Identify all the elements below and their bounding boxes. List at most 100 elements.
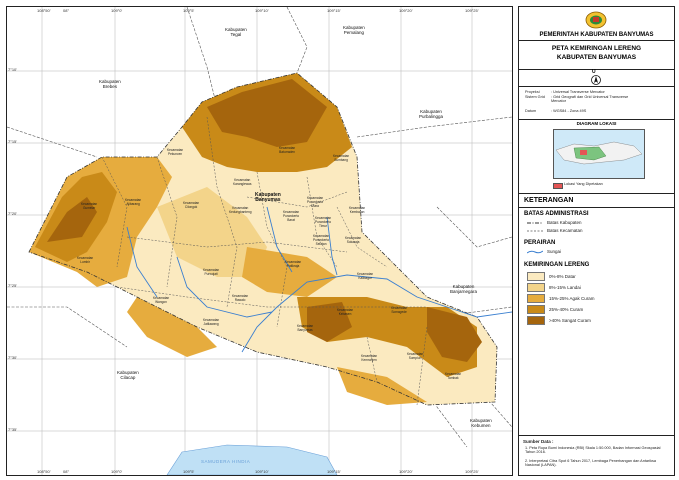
legend-slope-class: 0%-8% Datar xyxy=(527,272,576,281)
kecamatan-label: Kecamatan Kembaran xyxy=(349,206,366,214)
tick-top: 109°15' xyxy=(327,8,341,13)
legend-label: Batas Kabupaten xyxy=(547,220,582,225)
tick-bottom: 109°10' xyxy=(255,469,269,474)
tick-bottom: 08° xyxy=(63,469,70,474)
proj-key: Sistem Grid xyxy=(525,95,545,99)
tick-bottom: 109°15' xyxy=(327,469,341,474)
legend-slope-class: 25%-40% Curam xyxy=(527,305,583,314)
north-block: U xyxy=(519,69,674,87)
proj-value: : WGS84 - Zona 49S xyxy=(551,109,587,113)
kecamatan-label: Kecamatan Gumelar xyxy=(81,202,98,210)
kecamatan-label: Kecamatan Sumpiuh xyxy=(407,352,424,360)
tick-top: 08° xyxy=(63,8,70,13)
map-frame[interactable]: 108°50' 08° 109°0' 109°5' 109°10' 109°15… xyxy=(6,6,513,476)
kecamatan-label: Kecamatan Purwokerto Timur xyxy=(315,216,332,228)
dashed-line-icon xyxy=(527,230,543,231)
legend-panel: PEMERINTAH KABUPATEN BANYUMAS PETA KEMIR… xyxy=(518,6,675,476)
tick-bottom: 109°25' xyxy=(465,469,479,474)
regency-boundary xyxy=(28,72,498,406)
regency-label: Kabupaten Banyumas xyxy=(255,192,281,203)
tick-top: 109°10' xyxy=(255,8,269,13)
dash-dot-line-icon xyxy=(527,222,543,223)
source-item: 1. Peta Rupa Bumi Indonesia (RBI) Skala … xyxy=(525,446,661,454)
proj-key: Datum xyxy=(525,109,537,113)
sea-label: SAMUDERA HINDIA xyxy=(201,459,251,464)
kecamatan-label: Kecamatan Kalibagor xyxy=(357,272,374,280)
tick-left: 7°30' xyxy=(8,355,18,360)
kecamatan-label: Kecamatan Tambak xyxy=(445,372,462,380)
neighbor-label-cilacap: Kabupaten Cilacap xyxy=(117,370,139,380)
legend-sungai: Sungai xyxy=(527,249,561,254)
kecamatan-boundaries xyxy=(101,116,428,406)
legend-block: KETERANGAN BATAS ADMINISTRASI Batas Kabu… xyxy=(519,193,674,443)
proj-value: : Universal Transverse Mercator xyxy=(551,90,605,94)
slope-swatch xyxy=(527,305,545,314)
legend-label: 15%-25% Agak Curam xyxy=(549,296,595,301)
kecamatan-label: Kecamatan Karanglewas xyxy=(233,178,252,186)
legend-batas-kabupaten: Batas Kabupaten xyxy=(527,220,582,225)
kecamatan-label: Kecamatan Jatilawang xyxy=(203,318,220,326)
tick-top: 109°25' xyxy=(465,8,479,13)
tick-left: 7°10' xyxy=(8,67,18,72)
batas-heading: BATAS ADMINISTRASI xyxy=(524,211,589,217)
kecamatan-label: Kecamatan Kedungbanteng xyxy=(229,206,252,214)
source-item: 2. Interpretasi Citra Spot 6 Tahun 2017,… xyxy=(525,459,657,467)
legend-slope-class: 15%-25% Agak Curam xyxy=(527,294,595,303)
slope-swatch xyxy=(527,283,545,292)
kecamatan-label: Kecamatan Kemranjen xyxy=(361,354,378,362)
tick-bottom: 109°0' xyxy=(111,469,123,474)
legend-batas-kecamatan: Batas Kecamatan xyxy=(527,228,583,233)
kecamatan-label: Kecamatan Wangon xyxy=(153,296,170,304)
tick-bottom: 109°5' xyxy=(183,469,195,474)
tick-top: 109°5' xyxy=(183,8,195,13)
kecamatan-label: Kecamatan Kebasen xyxy=(337,308,354,316)
perairan-heading: PERAIRAN xyxy=(524,240,556,246)
tick-top: 109°0' xyxy=(111,8,123,13)
title-block: PEMERINTAH KABUPATEN BANYUMAS PETA KEMIR… xyxy=(519,7,674,70)
kecamatan-label: Kecamatan Sumbang xyxy=(333,154,350,162)
kecamatan-label: Kecamatan Lumbir xyxy=(77,256,94,264)
map-title-2: KABUPATEN BANYUMAS xyxy=(556,54,637,61)
inset-title: DIAGRAM LOKASI xyxy=(576,121,617,126)
proj-key: Proyeksi xyxy=(525,90,540,94)
map-title-1: PETA KEMIRINGAN LERENG xyxy=(551,45,642,52)
kecamatan-label: Kecamatan Purwokerto Selatan xyxy=(313,234,330,246)
inset-legend-label: Lokasi Yang Dipetakan xyxy=(564,182,603,186)
lereng-heading: KEMIRINGAN LERENG xyxy=(524,262,590,268)
sea-area xyxy=(166,444,338,475)
tick-left: 7°20' xyxy=(8,211,18,216)
tick-bottom: 108°50' xyxy=(37,469,51,474)
tick-top: 109°20' xyxy=(399,8,413,13)
regency-emblem-icon xyxy=(585,11,607,29)
kecamatan-label: Kecamatan Ajibarang xyxy=(125,198,142,206)
tick-left: 7°35' xyxy=(8,427,18,432)
slope-map xyxy=(7,7,512,475)
tick-left: 7°25' xyxy=(8,283,18,288)
kecamatan-label: Kecamatan Sokaraja xyxy=(345,236,362,244)
neighbor-label-kebumen: Kabupaten Kebumen xyxy=(470,418,492,428)
legend-slope-class: >40% Sangat Curam xyxy=(527,316,591,325)
north-letter: U xyxy=(592,69,596,75)
rivers xyxy=(126,206,512,353)
tick-bottom: 109°20' xyxy=(399,469,413,474)
source-heading: Sumber Data : xyxy=(523,439,554,444)
north-arrow-icon xyxy=(591,75,601,85)
regency-slope-polygon xyxy=(29,73,497,405)
legend-label: >40% Sangat Curam xyxy=(549,318,591,323)
proj-value: : Grid Geografi dan Grid Universal Trans… xyxy=(551,95,629,103)
kecamatan-label: Kecamatan Banyumas xyxy=(297,324,314,332)
kecamatan-label: Kecamatan Cilongok xyxy=(183,201,200,209)
neighbor-label-brebes: Kabupaten Brebes xyxy=(99,79,121,89)
kecamatan-label: Kecamatan Patikraja xyxy=(285,260,302,268)
kecamatan-label: Kecamatan Somagede xyxy=(391,306,408,314)
org-name: PEMERINTAH KABUPATEN BANYUMAS xyxy=(539,32,654,38)
neighbor-label-purbalingga: Kabupaten Purbalingga xyxy=(419,109,444,119)
river-line-icon xyxy=(527,250,543,253)
legend-label: 8%-15% Landai xyxy=(549,285,581,290)
kecamatan-label: Kecamatan Baturraden xyxy=(279,146,296,154)
legend-slope-class: 8%-15% Landai xyxy=(527,283,581,292)
legend-heading: KETERANGAN xyxy=(524,197,574,204)
kecamatan-label: Kecamatan Purwokerto Utara xyxy=(307,196,324,208)
neighbor-label-banjarnegara: Kabupaten Banjarnegara xyxy=(450,284,478,294)
kecamatan-label: Kecamatan Purwokerto Barat xyxy=(283,210,300,222)
